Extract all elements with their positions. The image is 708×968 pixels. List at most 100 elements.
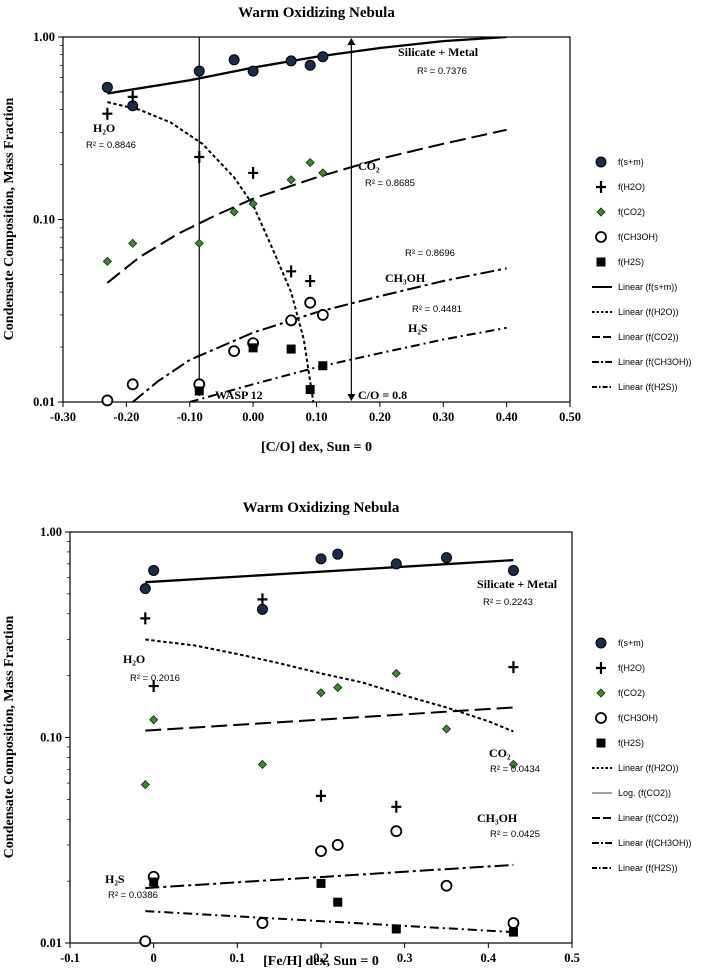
legend: f(s+m) f(H2O) f(CO2) f(CH3OH) f(H2S) Linear (… (592, 637, 692, 873)
x-axis-label: [Fe/H] dex, Sun = 0 (263, 954, 379, 968)
legend-label: Linear (f(CH3OH)) (618, 838, 692, 848)
series-f(H2O) (140, 593, 519, 813)
data-point (441, 724, 452, 734)
series-f(H2S) (194, 343, 328, 396)
legend-label: Log. (f(CO2)) (618, 788, 671, 798)
data-point (315, 553, 327, 565)
legend-marker (595, 712, 607, 724)
data-point (193, 65, 205, 77)
legend-label: f(CO2) (618, 207, 645, 217)
legend-marker (596, 257, 606, 267)
data-point (139, 935, 152, 948)
data-point (441, 552, 452, 564)
data-point (508, 759, 518, 769)
data-point (391, 668, 401, 679)
data-point (304, 59, 316, 71)
data-point (194, 151, 205, 164)
data-point (390, 558, 402, 570)
chart-title: Warm Oxidizing Nebula (243, 500, 400, 516)
legend-label: f(CO2) (618, 688, 645, 698)
data-point (316, 688, 326, 698)
data-point (194, 386, 204, 396)
trendline-1 (145, 638, 514, 733)
series-f(CO2) (102, 158, 328, 266)
data-point (229, 207, 239, 217)
x-tick-label: -0.20 (113, 410, 139, 424)
series-f(CO2) (140, 668, 518, 790)
annotation-r2: R² = 0.8696 (405, 248, 455, 259)
legend-label: f(CH3OH) (618, 713, 658, 723)
x-tick-label: -0.30 (50, 410, 76, 424)
x-tick-label: 0.1 (230, 951, 246, 965)
data-point (139, 583, 151, 595)
data-point (140, 780, 150, 790)
data-point (332, 548, 344, 560)
data-point (317, 51, 329, 63)
trendlines (106, 37, 507, 402)
y-tick-label: 0.01 (33, 395, 55, 409)
data-point (148, 564, 160, 576)
data-point (257, 759, 267, 769)
data-point (508, 927, 518, 937)
data-point (440, 879, 453, 892)
data-point (248, 166, 259, 179)
data-point (228, 345, 241, 358)
chart-2: Warm Oxidizing Nebula -0.1 0 0.1 0.2 0.3 0.4 0.… (2, 500, 692, 968)
plot-frame (62, 36, 571, 403)
legend-marker (596, 207, 606, 217)
annotation-r2: R² = 0.8846 (86, 140, 136, 151)
legend-marker (595, 231, 607, 243)
legend-label: f(H2S) (618, 257, 644, 267)
x-tick-label: 0 (151, 951, 157, 965)
data-point (256, 603, 268, 615)
trendline-4 (189, 326, 507, 402)
data-point (149, 715, 159, 725)
annotation-label: Silicate + Metal (477, 577, 558, 591)
series-f(s+m) (101, 51, 329, 112)
data-point (507, 564, 519, 576)
data-point (256, 917, 269, 929)
data-point (315, 845, 327, 858)
legend-label: Linear (f(H2S)) (618, 863, 678, 873)
annotation-label: H₂S (408, 321, 428, 335)
chart-title: Warm Oxidizing Nebula (238, 5, 395, 21)
data-point (304, 296, 317, 309)
trendlines (145, 558, 514, 934)
y-tick-label: 0.10 (40, 731, 62, 745)
annotation-label: CO₂ (358, 159, 380, 173)
legend-label: Linear (f(H2O)) (618, 307, 679, 317)
legend-marker (595, 156, 607, 168)
trendline-0 (145, 558, 514, 584)
data-point (102, 256, 112, 266)
trendline-2 (106, 128, 507, 284)
chart-1: Warm Oxidizing Nebula -0.30 -0.20 -0.10 0.00… (2, 5, 692, 455)
legend-label: Linear (f(H2S)) (618, 382, 678, 392)
legend-marker (596, 688, 606, 698)
annotation-label: H₂O (93, 121, 115, 135)
data-point (140, 612, 151, 625)
y-axis-label: Condensate Composition, Mass Fraction (2, 97, 17, 340)
annotation-label: Silicate + Metal (398, 45, 479, 59)
legend-label: Linear (f(CO2)) (618, 813, 679, 823)
annotation-r2: R² = 0.2016 (130, 673, 180, 684)
legend-label: Linear (f(s+m)) (618, 282, 677, 292)
data-point (101, 81, 113, 93)
data-point (248, 199, 258, 209)
annotation-label: H₂O (123, 652, 145, 666)
legend-label: Linear (f(H2O)) (618, 763, 679, 773)
data-point (194, 238, 204, 248)
legend-marker (595, 637, 607, 649)
x-axis-label: [C/O] dex, Sun = 0 (261, 440, 372, 455)
co08-arrowhead-bottom (347, 394, 356, 401)
data-point (102, 107, 113, 120)
x-tick-label: 0.4 (481, 951, 497, 965)
annotation-r2: R² = 0.4481 (412, 304, 462, 315)
x-tick-label: 0.3 (397, 951, 413, 965)
co08-arrowhead-top (347, 38, 356, 45)
x-tick-label: -0.10 (177, 410, 203, 424)
data-point (333, 682, 343, 693)
data-point (391, 924, 401, 934)
wasp12-label: WASP 12 (215, 388, 263, 402)
y-axis-label: Condensate Composition, Mass Fraction (2, 615, 17, 858)
